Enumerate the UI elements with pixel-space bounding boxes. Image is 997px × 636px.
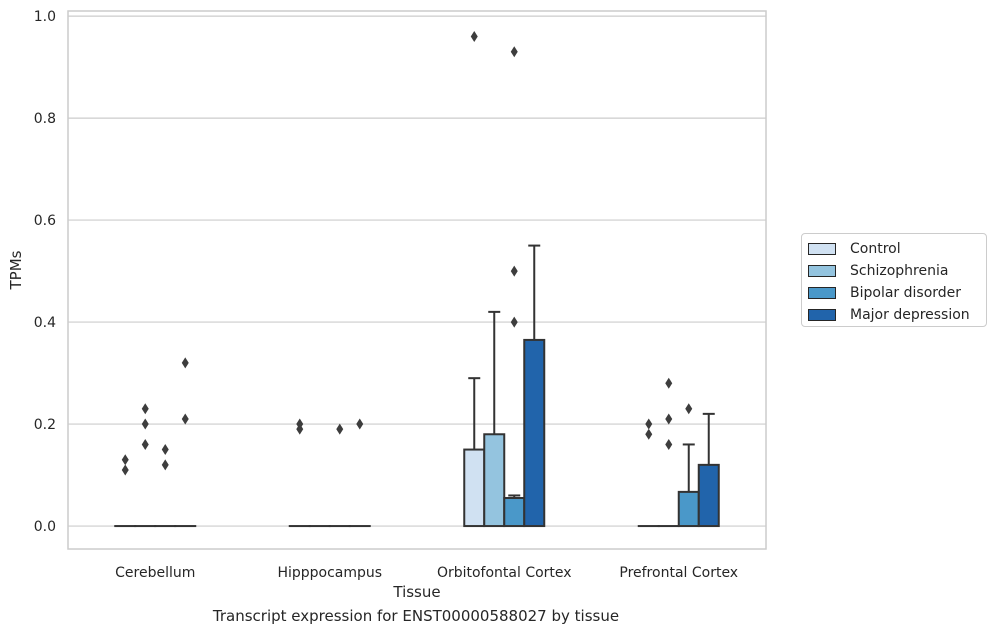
legend: Control Schizophrenia Bipolar disorder M… xyxy=(801,233,987,327)
legend-item-control: Control xyxy=(808,238,980,260)
y-axis-label: TPMs xyxy=(7,250,25,290)
legend-label-bipolar-disorder: Bipolar disorder xyxy=(850,285,962,301)
bar-major-depression xyxy=(523,338,546,528)
legend-label-control: Control xyxy=(850,241,901,257)
outlier-point xyxy=(141,438,149,450)
legend-label-schizophrenia: Schizophrenia xyxy=(850,263,949,279)
x-axis-label: Tissue xyxy=(392,583,440,601)
outlier-point xyxy=(141,418,149,430)
legend-item-major-depression: Major depression xyxy=(808,304,980,326)
x-tick-label: Hipppocampus xyxy=(277,565,382,581)
bar-control xyxy=(463,448,486,528)
y-tick-label: 0.8 xyxy=(34,111,56,127)
outlier-point xyxy=(665,377,673,389)
plot-frame xyxy=(67,10,767,550)
y-tick-label: 0.0 xyxy=(34,519,56,535)
legend-item-bipolar-disorder: Bipolar disorder xyxy=(808,282,980,304)
legend-swatch-bipolar-disorder xyxy=(808,287,836,299)
y-tick-label: 0.4 xyxy=(34,315,56,331)
y-tick-label: 0.6 xyxy=(34,213,56,229)
outlier-point xyxy=(296,418,304,430)
legend-swatch-schizophrenia xyxy=(808,265,836,277)
x-tick-label: Prefrontal Cortex xyxy=(619,565,738,581)
outlier-point xyxy=(510,265,518,277)
outlier-point xyxy=(685,403,693,415)
outlier-point xyxy=(665,413,673,425)
legend-swatch-control xyxy=(808,243,836,255)
y-tick-label: 1.0 xyxy=(34,9,56,25)
outlier-point xyxy=(356,418,364,430)
outlier-point xyxy=(470,30,478,42)
outlier-point xyxy=(181,413,189,425)
outlier-point xyxy=(510,316,518,328)
outlier-point xyxy=(510,46,518,58)
bar-schizophrenia xyxy=(483,433,506,528)
legend-item-schizophrenia: Schizophrenia xyxy=(808,260,980,282)
x-tick-label: Orbitofontal Cortex xyxy=(437,565,572,581)
outlier-point xyxy=(121,464,129,476)
outlier-point xyxy=(161,459,169,471)
legend-label-major-depression: Major depression xyxy=(850,307,970,323)
bar-bipolar-disorder xyxy=(677,490,700,528)
outlier-point xyxy=(645,418,653,430)
bar-bipolar-disorder xyxy=(503,497,526,528)
bar-major-depression xyxy=(697,463,720,528)
outlier-point xyxy=(181,357,189,369)
outlier-point xyxy=(336,423,344,435)
x-tick-label: Cerebellum xyxy=(115,565,195,581)
chart-caption: Transcript expression for ENST0000058802… xyxy=(212,607,620,625)
legend-swatch-major-depression xyxy=(808,309,836,321)
outlier-point xyxy=(141,403,149,415)
outlier-point xyxy=(121,454,129,466)
outlier-point xyxy=(665,438,673,450)
y-tick-label: 0.2 xyxy=(34,417,56,433)
outlier-point xyxy=(161,444,169,456)
outlier-point xyxy=(645,428,653,440)
